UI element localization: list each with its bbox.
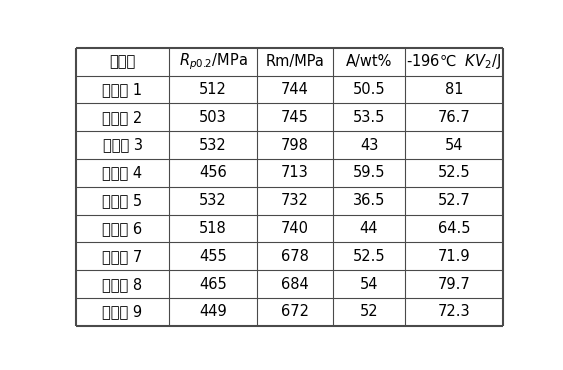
Text: 59.5: 59.5 [353, 165, 385, 181]
Text: 实施例 9: 实施例 9 [102, 305, 142, 319]
Text: 512: 512 [199, 82, 227, 97]
Text: 实施例 6: 实施例 6 [102, 221, 142, 236]
Text: 532: 532 [199, 193, 227, 208]
Text: 503: 503 [199, 110, 227, 125]
Text: 744: 744 [281, 82, 309, 97]
Text: 465: 465 [199, 277, 227, 292]
Text: 732: 732 [281, 193, 309, 208]
Text: 798: 798 [281, 138, 309, 153]
Text: 实施例 4: 实施例 4 [102, 165, 142, 181]
Text: 745: 745 [281, 110, 309, 125]
Text: 52.7: 52.7 [438, 193, 471, 208]
Text: 实施例 5: 实施例 5 [102, 193, 142, 208]
Text: 实施例: 实施例 [109, 54, 136, 69]
Text: 实施例 3: 实施例 3 [102, 138, 142, 153]
Text: 456: 456 [199, 165, 227, 181]
Text: Rm/MPa: Rm/MPa [265, 54, 324, 69]
Text: 678: 678 [281, 249, 309, 264]
Text: 71.9: 71.9 [438, 249, 471, 264]
Text: 713: 713 [281, 165, 309, 181]
Text: $R_{p0.2}$/MPa: $R_{p0.2}$/MPa [178, 51, 248, 72]
Text: 43: 43 [360, 138, 378, 153]
Text: 449: 449 [199, 305, 227, 319]
Text: 54: 54 [360, 277, 378, 292]
Text: 518: 518 [199, 221, 227, 236]
Text: 52.5: 52.5 [438, 165, 471, 181]
Text: 50.5: 50.5 [353, 82, 385, 97]
Text: 455: 455 [199, 249, 227, 264]
Text: 72.3: 72.3 [438, 305, 471, 319]
Text: A/wt%: A/wt% [346, 54, 392, 69]
Text: 44: 44 [360, 221, 378, 236]
Text: 740: 740 [281, 221, 309, 236]
Text: 79.7: 79.7 [438, 277, 471, 292]
Text: 54: 54 [445, 138, 463, 153]
Text: 81: 81 [445, 82, 463, 97]
Text: 672: 672 [281, 305, 309, 319]
Text: -196℃  $KV_2$/J: -196℃ $KV_2$/J [406, 52, 502, 71]
Text: 64.5: 64.5 [438, 221, 470, 236]
Text: 532: 532 [199, 138, 227, 153]
Text: 实施例 1: 实施例 1 [102, 82, 142, 97]
Text: 实施例 8: 实施例 8 [102, 277, 142, 292]
Text: 684: 684 [281, 277, 309, 292]
Text: 52.5: 52.5 [353, 249, 385, 264]
Text: 实施例 2: 实施例 2 [102, 110, 142, 125]
Text: 76.7: 76.7 [438, 110, 471, 125]
Text: 53.5: 53.5 [353, 110, 385, 125]
Text: 实施例 7: 实施例 7 [102, 249, 142, 264]
Text: 36.5: 36.5 [353, 193, 385, 208]
Text: 52: 52 [360, 305, 378, 319]
